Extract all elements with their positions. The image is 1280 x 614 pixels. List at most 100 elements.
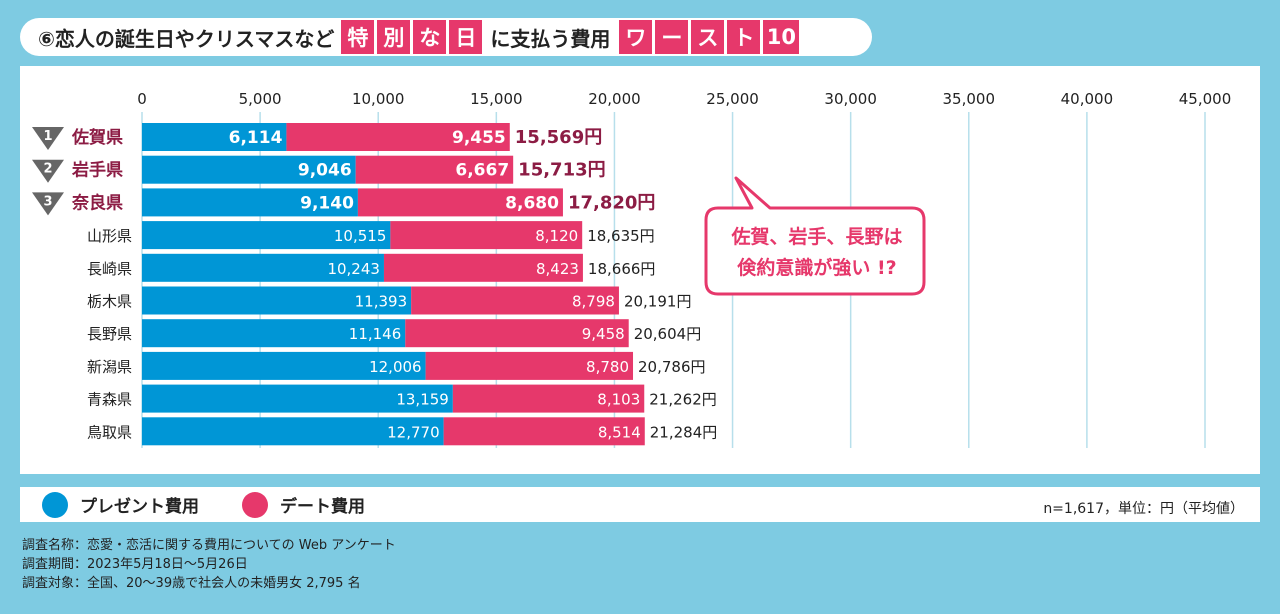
bar-date [286, 123, 510, 151]
category-label: 鳥取県 [87, 423, 132, 441]
x-tick-label: 40,000 [1061, 90, 1114, 108]
date-value-label: 9,455 [452, 128, 506, 148]
total-value-label: 21,284円 [650, 423, 718, 441]
category-label: 新潟県 [87, 358, 132, 376]
title-highlight-char: 特 [341, 20, 375, 54]
x-tick-label: 10,000 [352, 90, 405, 108]
present-value-label: 12,770 [387, 423, 440, 441]
x-tick-label: 25,000 [706, 90, 759, 108]
total-value-label: 15,569円 [515, 127, 602, 148]
x-tick-label: 15,000 [470, 90, 523, 108]
title-highlight-char: 日 [449, 20, 483, 54]
survey-name: 調査名称：恋愛・恋活に関する費用についての Web アンケート [22, 538, 396, 553]
rank-number: 1 [43, 129, 52, 144]
title-highlight-char: 別 [377, 20, 411, 54]
category-label: 山形県 [87, 227, 132, 245]
chart-title: ⑥恋人の誕生日やクリスマスなど 特 別 な 日 に支払う費用 ワ ー ス ト 1… [38, 18, 802, 56]
date-value-label: 8,120 [535, 227, 578, 245]
title-worst-char: ー [655, 20, 689, 54]
x-tick-label: 5,000 [239, 90, 282, 108]
bar-date [443, 417, 645, 446]
total-value-label: 20,191円 [624, 293, 692, 311]
rank-badge [32, 159, 64, 183]
legend-date-label: デート費用 [280, 497, 365, 517]
title-prefix: ⑥恋人の誕生日やクリスマスなど [38, 26, 335, 51]
legend-bar [20, 487, 1260, 522]
category-label: 佐賀県 [71, 127, 123, 148]
bar-present [142, 319, 406, 348]
title-worst-char: ス [691, 20, 725, 54]
title-highlight-char: な [413, 20, 447, 54]
category-label: 奈良県 [71, 192, 123, 213]
present-value-label: 10,243 [327, 260, 380, 278]
title-worst-char: 10 [763, 20, 800, 54]
total-value-label: 17,820円 [568, 192, 655, 213]
present-value-label: 6,114 [229, 128, 283, 148]
category-label: 栃木県 [87, 293, 132, 311]
x-tick-label: 20,000 [588, 90, 641, 108]
bar-present [142, 384, 453, 413]
bar-present [142, 155, 356, 184]
present-value-label: 12,006 [369, 358, 422, 376]
total-value-label: 18,635円 [587, 227, 655, 245]
category-label: 青森県 [87, 391, 132, 409]
rank-number: 3 [43, 194, 52, 209]
category-label: 岩手県 [71, 160, 123, 181]
bar-date [355, 155, 514, 184]
legend-present-label: プレゼント費用 [80, 497, 199, 517]
survey-footer: 調査名称：恋愛・恋活に関する費用についての Web アンケート 調査期間：202… [22, 536, 396, 593]
date-value-label: 8,103 [597, 391, 640, 409]
callout-text: 佐賀、岩手、長野は 倹約意識が強い !? [712, 222, 922, 284]
present-value-label: 11,146 [349, 325, 402, 343]
bar-present [142, 123, 287, 151]
callout-line-1: 佐賀、岩手、長野は [731, 226, 903, 248]
category-label: 長野県 [87, 325, 132, 343]
legend-date-swatch [242, 491, 268, 518]
present-value-label: 13,159 [396, 391, 449, 409]
total-value-label: 21,262円 [649, 391, 717, 409]
bar-date [357, 188, 563, 217]
title-worst-char: ワ [619, 20, 653, 54]
total-value-label: 20,604円 [634, 325, 702, 343]
bar-date [411, 286, 619, 315]
rank-number: 2 [43, 162, 52, 177]
legend-date: デート費用 [242, 487, 365, 522]
title-worst-char: ト [727, 20, 761, 54]
date-value-label: 8,680 [505, 193, 559, 213]
total-value-label: 20,786円 [638, 358, 706, 376]
callout-line-2: 倹約意識が強い !? [737, 257, 897, 279]
bar-present [142, 253, 384, 282]
legend-present: プレゼント費用 [42, 487, 199, 522]
bar-date [390, 221, 583, 250]
x-tick-label: 0 [137, 90, 147, 108]
present-value-label: 11,393 [355, 293, 408, 311]
bar-present [142, 188, 358, 217]
rank-badge [32, 192, 64, 216]
present-value-label: 10,515 [334, 227, 387, 245]
x-tick-label: 35,000 [943, 90, 996, 108]
bar-date [452, 384, 645, 413]
present-value-label: 9,046 [298, 161, 352, 181]
x-tick-label: 30,000 [824, 90, 877, 108]
bar-present [142, 221, 391, 250]
bar-present [142, 351, 426, 380]
bar-present [142, 417, 444, 446]
bar-date [383, 253, 583, 282]
category-label: 長崎県 [87, 260, 132, 278]
legend-present-swatch [42, 491, 68, 518]
date-value-label: 9,458 [582, 325, 625, 343]
survey-target: 調査対象：全国、20〜39歳で社会人の未婚男女 2,795 名 [22, 576, 361, 591]
bar-date [405, 319, 629, 348]
date-value-label: 8,514 [598, 423, 641, 441]
date-value-label: 8,423 [536, 260, 579, 278]
present-value-label: 9,140 [300, 193, 354, 213]
x-tick-label: 45,000 [1179, 90, 1232, 108]
sample-note: n=1,617，単位：円（平均値） [1043, 501, 1244, 517]
title-middle: に支払う費用 [490, 26, 611, 51]
total-value-label: 15,713円 [518, 160, 605, 181]
bar-present [142, 286, 412, 315]
bar-date [425, 351, 634, 380]
date-value-label: 8,798 [572, 293, 615, 311]
date-value-label: 8,780 [586, 358, 629, 376]
